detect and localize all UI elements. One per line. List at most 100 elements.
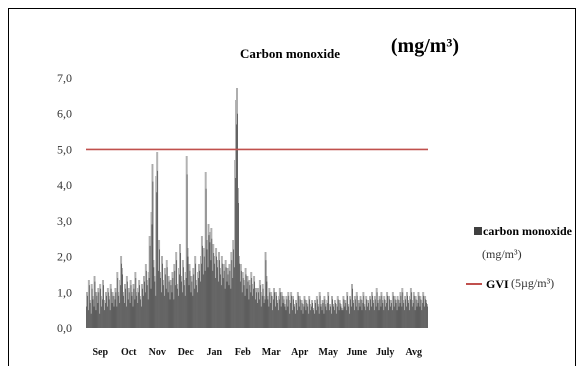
bar	[356, 295, 358, 328]
bar	[98, 292, 100, 328]
bar	[229, 270, 231, 328]
bar	[388, 310, 389, 328]
bar	[391, 310, 393, 328]
bar	[106, 295, 107, 328]
bar	[118, 295, 120, 328]
x-tick-label: Oct	[121, 347, 137, 358]
bar	[194, 288, 196, 328]
bar	[147, 299, 149, 328]
bar	[149, 245, 151, 328]
bar	[245, 274, 247, 328]
bar	[369, 310, 370, 328]
bar	[400, 295, 402, 328]
bar	[326, 310, 328, 328]
bar	[92, 299, 94, 328]
bar	[239, 263, 240, 328]
bar	[336, 306, 338, 328]
legend-series-unit: (mg/m³)	[482, 247, 522, 261]
bar	[402, 292, 404, 328]
y-tick-label: 3,0	[57, 214, 72, 228]
bar	[171, 292, 173, 328]
bar	[146, 285, 148, 328]
bar-light	[93, 276, 95, 328]
bar	[362, 303, 364, 328]
bar	[366, 299, 368, 328]
bar-light	[346, 292, 348, 328]
bar	[109, 310, 111, 328]
bar	[281, 295, 283, 328]
bar	[273, 299, 274, 328]
bar	[403, 303, 405, 328]
bar-light	[125, 276, 127, 328]
bar	[187, 256, 189, 328]
bar	[223, 270, 225, 328]
bar	[292, 310, 293, 328]
bar	[238, 203, 239, 328]
x-tick-label: June	[346, 347, 367, 358]
bar	[103, 285, 104, 328]
bar	[394, 299, 396, 328]
bar	[200, 281, 201, 328]
bar	[160, 278, 161, 328]
bar	[123, 295, 124, 328]
bar	[340, 306, 342, 328]
bar	[274, 292, 275, 328]
bar	[268, 306, 270, 328]
bar	[334, 310, 335, 328]
y-tick-label: 7,0	[57, 71, 72, 85]
bar	[231, 260, 233, 328]
bar	[217, 267, 218, 328]
bar	[196, 285, 197, 328]
bar	[393, 306, 395, 328]
bar	[234, 267, 235, 328]
bar	[309, 299, 311, 328]
bar	[87, 295, 88, 328]
bar	[311, 306, 312, 328]
bar	[294, 306, 295, 328]
bar	[239, 281, 241, 328]
bar	[385, 306, 387, 328]
legend-gvi-unit: (5µg/m³)	[511, 276, 554, 290]
bar	[279, 292, 281, 328]
bar	[395, 303, 397, 328]
bar	[250, 292, 252, 328]
bar	[315, 310, 317, 328]
y-tick-label: 1,0	[57, 285, 72, 299]
bar	[261, 295, 263, 328]
bar	[365, 310, 367, 328]
bar	[115, 292, 117, 328]
bar	[415, 299, 417, 328]
bar	[291, 295, 292, 328]
bar	[421, 310, 423, 328]
bar	[180, 253, 181, 328]
bar	[105, 303, 106, 328]
bar	[397, 299, 399, 328]
bar	[315, 303, 316, 328]
bar	[235, 178, 236, 328]
bar	[351, 306, 352, 328]
bar	[265, 260, 267, 328]
bar	[134, 299, 136, 328]
bar	[376, 292, 378, 328]
bar	[244, 295, 246, 328]
bar	[341, 310, 343, 328]
bar	[214, 263, 216, 328]
x-tick-label: Feb	[235, 347, 252, 358]
bar	[205, 188, 207, 328]
bar	[228, 285, 230, 328]
bar	[422, 303, 424, 328]
legend-gvi-label: GVI	[486, 277, 509, 291]
bar	[364, 306, 366, 328]
bar-light	[132, 284, 134, 328]
bar-light	[323, 296, 325, 328]
x-tick-label: Mar	[262, 347, 281, 358]
bar	[140, 299, 141, 328]
bar	[325, 306, 327, 328]
bar	[192, 295, 194, 328]
bar	[319, 295, 321, 328]
bar	[329, 310, 330, 328]
bar	[270, 303, 272, 328]
bar	[296, 310, 298, 328]
bar	[312, 303, 313, 328]
bar	[131, 295, 133, 328]
